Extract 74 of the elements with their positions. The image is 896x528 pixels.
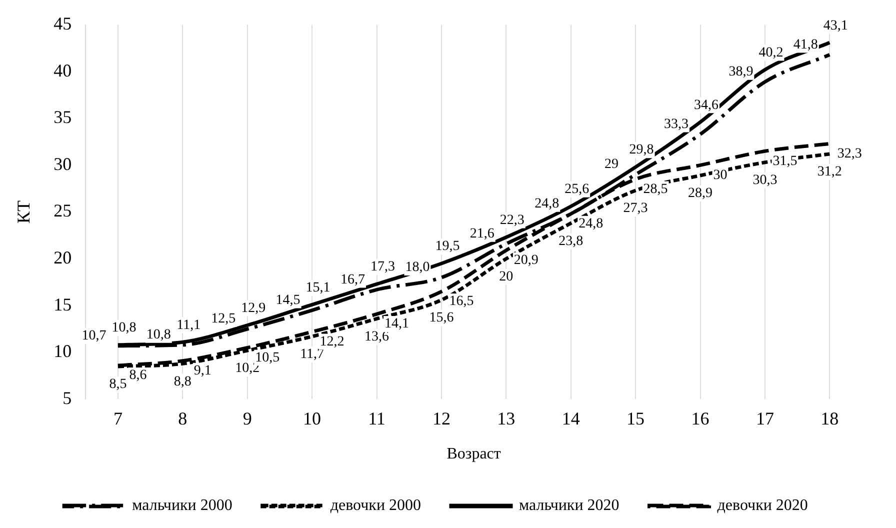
x-tick-label: 12: [432, 408, 450, 429]
data-label: 12,2: [320, 334, 344, 350]
data-label: 10,5: [255, 350, 280, 366]
x-tick-label: 8: [178, 408, 188, 429]
y-tick-label: 40: [54, 60, 72, 80]
data-label: 15,6: [429, 310, 454, 326]
y-tick-label: 45: [54, 14, 72, 34]
x-tick-label: 14: [562, 408, 580, 429]
data-label: 8,8: [174, 374, 192, 390]
data-label: 28,9: [688, 186, 712, 202]
data-label: 8,6: [129, 368, 147, 384]
x-tick-label: 11: [368, 408, 386, 429]
data-label: 12,5: [211, 312, 236, 327]
y-tick-label: 20: [54, 248, 72, 268]
x-tick-label: 17: [756, 408, 774, 429]
x-tick-label: 16: [691, 408, 710, 429]
data-label: 23,8: [558, 234, 584, 249]
data-label: 30,3: [752, 173, 778, 188]
data-label: 20,9: [514, 253, 538, 268]
legend-label: девочки 2000: [330, 497, 421, 514]
x-tick-label: 13: [497, 408, 516, 429]
y-tick-label: 30: [54, 154, 72, 174]
data-label: 43,1: [823, 18, 848, 34]
data-label: 11,1: [176, 318, 201, 333]
data-label: 10,8: [146, 328, 171, 343]
data-label: 40,2: [758, 45, 784, 60]
x-tick-label: 15: [626, 408, 645, 429]
data-label: 10,8: [112, 320, 136, 336]
data-label: 15,1: [306, 280, 330, 296]
x-tick-label: 18: [820, 408, 839, 429]
data-label: 8,5: [109, 377, 127, 392]
y-tick-label: 35: [54, 107, 72, 128]
data-label: 38,9: [728, 64, 754, 80]
legend-label: девочки 2020: [717, 497, 808, 514]
data-label: 10,7: [82, 328, 106, 344]
x-tick-label: 9: [242, 408, 252, 429]
data-label: 31,5: [772, 154, 798, 169]
data-label: 14,1: [384, 316, 409, 332]
data-label: 19,5: [435, 239, 460, 254]
y-tick-label: 10: [54, 341, 72, 362]
data-label: 20: [499, 269, 514, 284]
data-label: 33,3: [664, 116, 688, 132]
x-tick-label: 10: [303, 408, 322, 429]
legend-label: мальчики 2020: [519, 497, 620, 514]
x-axis-title: Возраст: [446, 446, 501, 463]
data-label: 29,8: [629, 142, 654, 158]
data-label: 34,6: [694, 98, 718, 113]
data-label: 22,3: [500, 212, 524, 228]
data-label: 9,1: [194, 363, 212, 378]
data-label: 24,8: [578, 216, 604, 232]
data-label: 25,6: [564, 182, 590, 198]
y-tick-label: 15: [54, 294, 72, 314]
y-tick-label: 5: [62, 388, 72, 408]
data-label: 16,5: [449, 294, 474, 310]
data-label: 14,5: [276, 292, 300, 308]
data-label: 32,3: [837, 146, 862, 162]
y-axis-title: КТ: [14, 200, 34, 224]
data-label: 27,3: [623, 201, 648, 216]
data-label: 13,6: [364, 329, 389, 344]
data-label: 41,8: [793, 37, 818, 52]
legend-label: мальчики 2000: [132, 497, 232, 514]
x-tick-label: 7: [113, 408, 122, 429]
data-label: 31,2: [817, 164, 842, 180]
y-tick-label: 25: [54, 200, 72, 221]
data-label: 30: [713, 168, 728, 183]
data-label: 11,7: [300, 347, 324, 362]
data-label: 24,8: [534, 196, 560, 212]
data-label: 17,3: [370, 260, 395, 275]
data-label: 18,0: [405, 260, 430, 276]
data-label: 21,6: [470, 226, 494, 242]
data-label: 29: [604, 157, 619, 172]
data-label: 16,7: [340, 272, 365, 288]
data-label: 28,5: [643, 182, 668, 197]
data-label: 12,9: [241, 300, 266, 316]
